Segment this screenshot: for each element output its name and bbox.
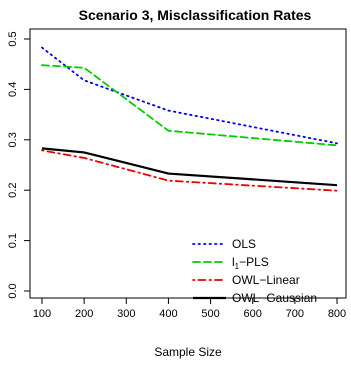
x-tick-label: 800	[328, 308, 346, 320]
x-axis: 100 200 300 400 500 600 700 800	[33, 298, 346, 320]
x-tick-label: 100	[33, 308, 51, 320]
legend-label-main: OWL−Linear	[232, 273, 300, 287]
series-line-1	[41, 46, 338, 145]
legend-label: OWL−Gaussian	[232, 291, 317, 305]
legend-label-rest: −PLS	[239, 255, 269, 269]
legend-label: OWL−Linear	[232, 273, 300, 287]
legend-label-subscript: 1	[235, 262, 240, 271]
y-tick-label: 0.2	[7, 183, 19, 198]
x-tick-label: 600	[244, 308, 262, 320]
series-line-4	[41, 147, 338, 187]
x-tick-label: 500	[201, 308, 219, 320]
y-tick-label: 0.3	[7, 132, 19, 147]
x-tick-label: 700	[286, 308, 304, 320]
y-tick-label: 0.4	[7, 82, 19, 97]
legend-label-main: l	[232, 255, 235, 269]
x-tick-label: 200	[75, 308, 93, 320]
legend-label-main: OWL−Gaussian	[232, 291, 317, 305]
series-layer	[41, 46, 338, 192]
series-line-2	[41, 64, 338, 147]
chart-title: Scenario 3, Misclassification Rates	[79, 7, 312, 23]
x-tick-label: 400	[159, 308, 177, 320]
x-axis-label: Sample Size	[154, 345, 222, 359]
y-axis: 0.0 0.1 0.2 0.3 0.4 0.5	[7, 31, 30, 299]
series-line-3	[41, 149, 338, 192]
plot-area-frame	[29, 28, 347, 299]
legend-label: OLS	[232, 237, 256, 251]
legend: OLS l1−PLS OWL−Linear OWL−Gaussian	[192, 237, 317, 305]
legend-label: l1−PLS	[232, 255, 269, 271]
y-tick-label: 0.1	[7, 233, 19, 248]
x-tick-label: 300	[117, 308, 135, 320]
y-tick-label: 0.5	[7, 31, 19, 46]
y-tick-label: 0.0	[7, 283, 19, 298]
legend-label-main: OLS	[232, 237, 256, 251]
